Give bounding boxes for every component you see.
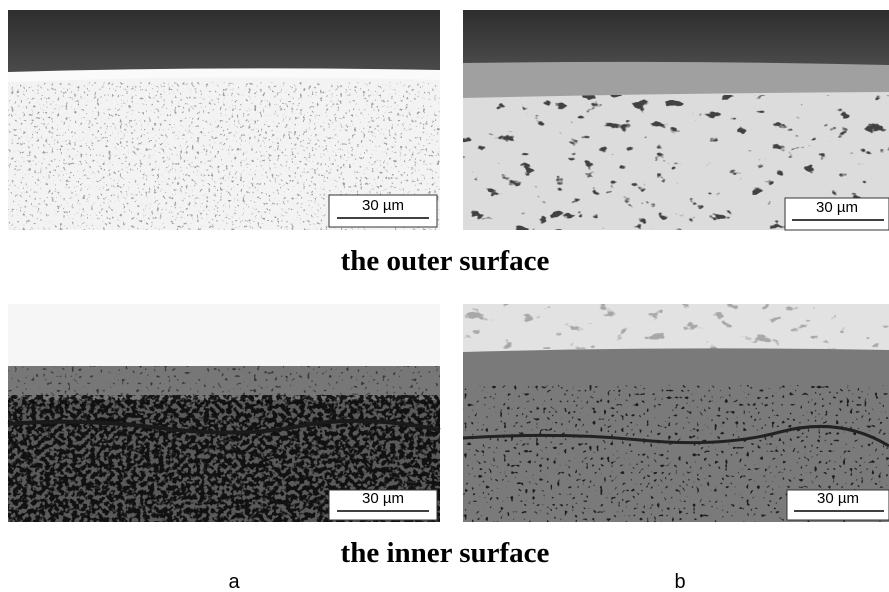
micrograph: 30 µm bbox=[8, 10, 440, 230]
micrograph: 30 µm bbox=[463, 10, 889, 230]
column-label: a bbox=[228, 571, 240, 592]
scale-bar-label: 30 µm bbox=[362, 490, 404, 507]
micrograph: 30 µm bbox=[8, 304, 440, 522]
row-caption: the inner surface bbox=[341, 537, 550, 569]
scale-bar-label: 30 µm bbox=[816, 199, 858, 216]
row-caption: the outer surface bbox=[341, 245, 550, 277]
scale-bar-label: 30 µm bbox=[817, 490, 859, 507]
scale-bar-label: 30 µm bbox=[362, 197, 404, 214]
column-label: b bbox=[674, 571, 685, 592]
page: 30 µm 30 µm the outer surface 30 µm 30 µ… bbox=[0, 0, 889, 592]
figure: 30 µm 30 µm the outer surface 30 µm 30 µ… bbox=[0, 0, 889, 592]
micrograph: 30 µm bbox=[463, 304, 889, 522]
